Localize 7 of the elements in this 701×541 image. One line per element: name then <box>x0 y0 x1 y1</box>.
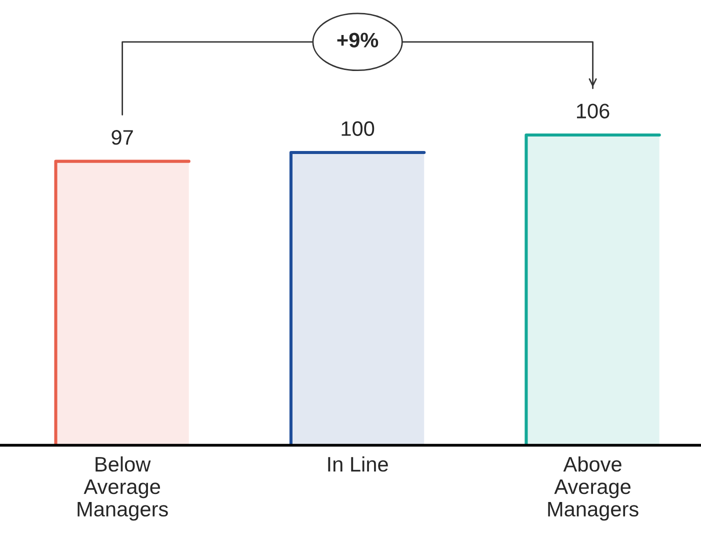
x-tick-label: In Line <box>328 456 388 472</box>
data-label: 97 <box>112 130 133 145</box>
x-tick-label: Below Average Managers <box>78 456 168 521</box>
x-tick-label: Above Average Managers <box>548 456 638 521</box>
data-label: 106 <box>577 104 610 118</box>
text: +9% <box>337 32 378 48</box>
data-label: 100 <box>342 121 374 136</box>
